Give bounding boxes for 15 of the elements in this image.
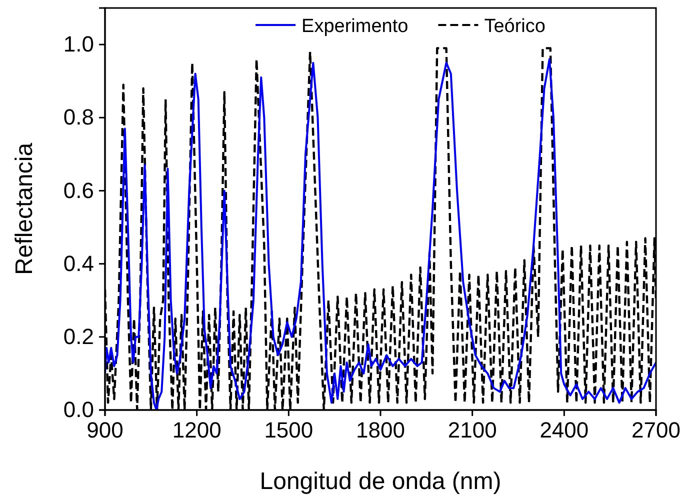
legend-label: Experimento xyxy=(302,16,408,37)
y-tick-label: 1.0 xyxy=(63,32,94,57)
x-tick-label: 1500 xyxy=(264,418,314,443)
y-axis-title: Reflectancia xyxy=(11,142,38,276)
legend-label: Teórico xyxy=(484,16,546,37)
x-tick-label: 2700 xyxy=(632,418,680,443)
x-tick-label: 2400 xyxy=(540,418,589,443)
y-tick-label: 0.2 xyxy=(63,324,94,349)
x-tick-label: 1800 xyxy=(356,418,405,443)
x-axis-title: Longitud de onda (nm) xyxy=(260,468,502,495)
y-tick-label: 0.4 xyxy=(63,250,94,276)
x-tick-label: 2100 xyxy=(448,418,497,443)
x-tick-label: 1200 xyxy=(172,418,222,443)
y-tick-label: 0.6 xyxy=(63,178,94,203)
y-tick-label: 0.8 xyxy=(63,104,94,130)
